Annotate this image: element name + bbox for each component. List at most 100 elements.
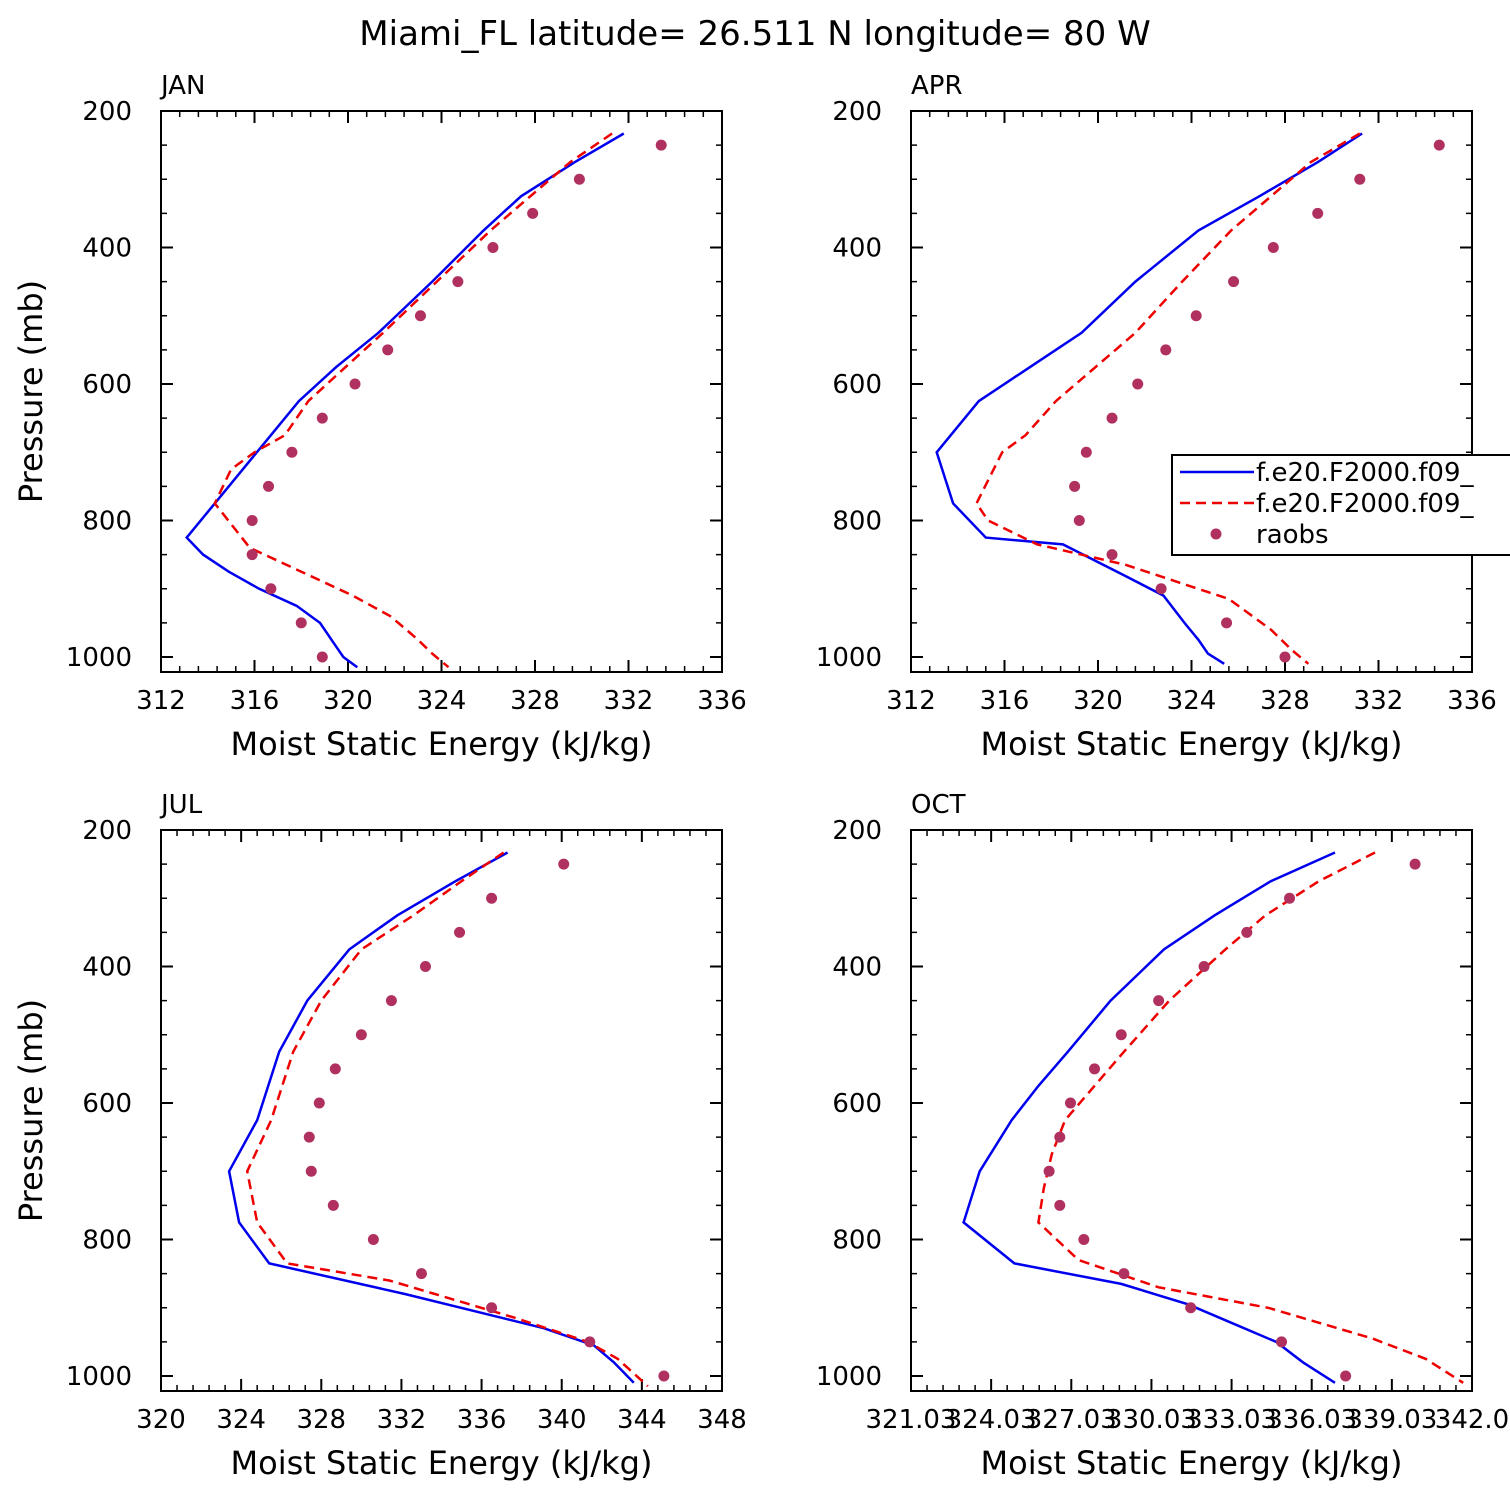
y-tick-label: 200 [82, 97, 132, 127]
x-tick-label: 328 [1260, 686, 1310, 716]
series-raobs [303, 858, 670, 1382]
legend-entry: f.e20.F2000.f09_ [1256, 489, 1474, 519]
y-tick-label: 200 [82, 816, 132, 846]
y-tick-label: 1000 [66, 1362, 132, 1392]
panel-title: JUL [159, 790, 203, 820]
raobs-point [1054, 1131, 1066, 1143]
raobs-point [1409, 858, 1421, 870]
series-raobs [246, 139, 667, 663]
raobs-point [1267, 242, 1279, 253]
y-tick-label: 600 [82, 370, 132, 400]
y-tick-label: 800 [832, 1226, 882, 1256]
series-line-model-1 [935, 132, 1363, 665]
series-line-model-2 [1037, 851, 1464, 1384]
x-tick-label: 332 [1354, 686, 1404, 716]
series-line-model-2 [245, 851, 649, 1388]
raobs-point [1160, 344, 1172, 356]
x-tick-label: 328 [510, 686, 560, 716]
panels: JAN 312 316 320 324 328 332 336 200 400 600 800 1000… [12, 71, 1510, 1482]
panel-title: APR [911, 71, 963, 101]
x-tick-label: 324 [417, 686, 467, 716]
x-tick-label: 321.03 [866, 1405, 957, 1435]
x-tick-label: 316 [980, 686, 1030, 716]
raobs-point [1073, 515, 1085, 526]
y-axis-label: Pressure (mb) [12, 999, 50, 1222]
raobs-point [265, 583, 277, 595]
raobs-point [286, 446, 298, 458]
panel-title: OCT [911, 790, 966, 820]
y-tick-label: 400 [832, 234, 882, 264]
x-tick-label: 344 [617, 1405, 667, 1435]
raobs-point [303, 1131, 315, 1143]
x-tick-label: 316 [230, 686, 280, 716]
y-tick-label: 200 [832, 816, 882, 846]
x-axis-label: Moist Static Energy (kJ/kg) [231, 1444, 653, 1482]
raobs-point [329, 1063, 341, 1075]
x-tick-label: 342.0 [1435, 1405, 1509, 1435]
panel-jan: JAN 312 316 320 324 328 332 336 200 400 600 800 1000… [12, 71, 747, 763]
y-tick-label: 1000 [816, 643, 882, 673]
plot-frame [160, 110, 723, 673]
x-tick-label: 320 [323, 686, 373, 716]
x-tick-label: 320 [136, 1405, 186, 1435]
y-tick-label: 600 [832, 370, 882, 400]
raobs-point [1115, 1029, 1127, 1041]
raobs-point [1354, 173, 1366, 185]
raobs-point [558, 858, 570, 870]
x-tick-label: 336 [457, 1405, 507, 1435]
raobs-point [1069, 480, 1081, 492]
y-tick-label: 1000 [816, 1362, 882, 1392]
raobs-point [527, 207, 539, 219]
x-tick-label: 332 [377, 1405, 427, 1435]
y-tick-label: 600 [832, 1089, 882, 1119]
panel-title: JAN [159, 71, 205, 101]
panel-jul: JUL 320 324 328 332 336 340 344 348 200 400 600 800 1… [12, 790, 747, 1482]
raobs-point [1228, 276, 1240, 288]
raobs-point [1433, 139, 1445, 151]
raobs-point [414, 310, 426, 322]
raobs-point [349, 378, 361, 390]
raobs-point [454, 926, 466, 938]
raobs-point [1043, 1165, 1055, 1177]
raobs-point [295, 617, 307, 629]
raobs-point [1198, 961, 1210, 972]
x-tick-label: 340 [537, 1405, 587, 1435]
x-tick-label: 339.03 [1346, 1405, 1437, 1435]
raobs-point [573, 173, 585, 185]
raobs-point [385, 995, 397, 1007]
raobs-point [1078, 1234, 1090, 1245]
raobs-point [1276, 1336, 1288, 1348]
x-tick-label: 324 [1167, 686, 1217, 716]
x-axis-label: Moist Static Energy (kJ/kg) [231, 725, 653, 763]
y-tick-label: 400 [82, 234, 132, 264]
raobs-point [327, 1199, 339, 1211]
raobs-point [1064, 1097, 1076, 1109]
raobs-point [419, 961, 431, 972]
raobs-point [263, 480, 275, 492]
x-tick-label: 312 [886, 686, 936, 716]
raobs-point [1241, 926, 1253, 938]
plot-frame [160, 829, 723, 1392]
y-tick-label: 800 [82, 1226, 132, 1256]
raobs-point [382, 344, 394, 356]
raobs-point [1089, 1063, 1101, 1075]
raobs-point [1132, 378, 1144, 390]
raobs-point [313, 1097, 325, 1109]
x-axis-label: Moist Static Energy (kJ/kg) [981, 1444, 1403, 1482]
panel-oct: OCT321.03324.03327.03330.03333.03336.033… [816, 790, 1509, 1482]
series-line-model-1 [962, 851, 1336, 1384]
raobs-point [1054, 1199, 1066, 1211]
y-tick-label: 400 [82, 953, 132, 983]
y-axis-label: Pressure (mb) [12, 280, 50, 503]
raobs-point [1284, 892, 1296, 904]
y-tick-label: 800 [82, 507, 132, 537]
legend-marker [1210, 528, 1222, 540]
y-tick-label: 600 [82, 1089, 132, 1119]
raobs-point [658, 1370, 670, 1382]
raobs-point [316, 412, 328, 424]
raobs-point [1279, 651, 1291, 663]
raobs-point [1312, 207, 1324, 219]
x-tick-label: 330.03 [1106, 1405, 1197, 1435]
raobs-point [486, 1302, 498, 1314]
